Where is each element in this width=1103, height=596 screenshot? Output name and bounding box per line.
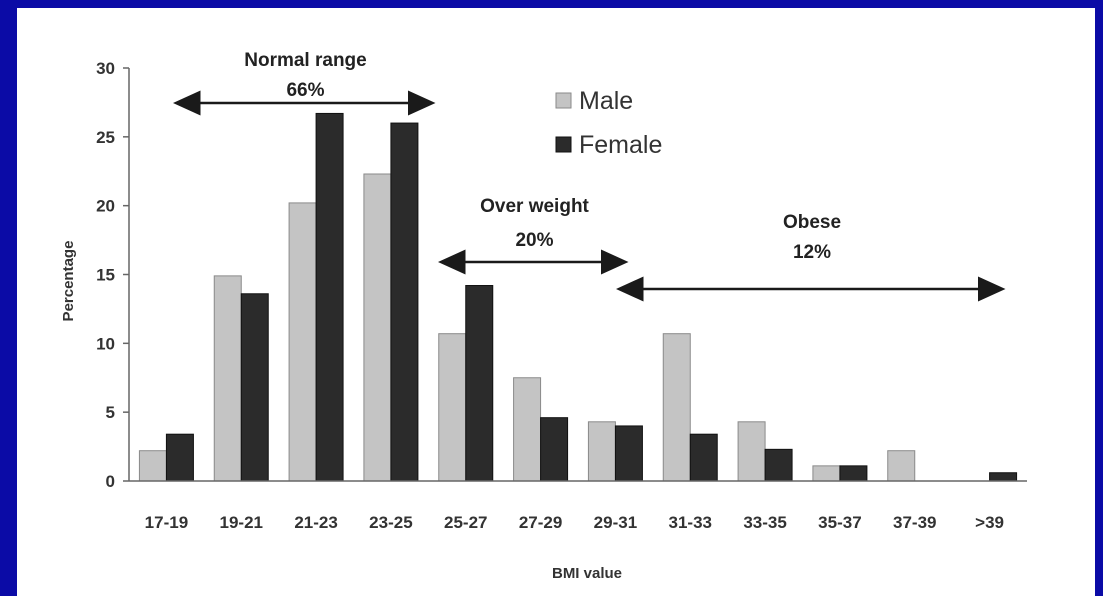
female-bar-25-27 [465, 285, 494, 482]
male-bar-23-25 [363, 173, 392, 482]
male-bar-33-35 [737, 421, 766, 482]
x-tick-label: 29-31 [594, 513, 637, 532]
x-axis-title: BMI value [552, 565, 622, 582]
x-tick-label: 17-19 [145, 513, 188, 532]
x-tick-label: 31-33 [669, 513, 712, 532]
female-bar-29-31 [614, 425, 643, 482]
male-bar-27-29 [513, 377, 542, 482]
x-tick-label: 35-37 [818, 513, 861, 532]
y-tick-label: 5 [106, 403, 115, 422]
male-bar-35-37 [812, 465, 841, 482]
annotations: Normal range 66% Over weight 20% Obese 12% [173, 50, 1006, 302]
bars [138, 112, 1018, 482]
x-tick-label: 33-35 [743, 513, 786, 532]
female-legend-swatch [555, 136, 572, 153]
y-tick-label: 0 [106, 472, 115, 491]
male-bar-31-33 [662, 333, 691, 482]
y-tick-label: 25 [96, 128, 115, 147]
y-tick-label: 30 [96, 59, 115, 78]
female-bar-21-23 [315, 112, 344, 482]
male-bar-17-19 [138, 450, 167, 482]
female-bar-19-21 [240, 293, 269, 482]
female-bar-23-25 [390, 122, 419, 482]
bmi-bar-chart: 0 5 10 15 20 25 30 17-19 19-21 21-23 23-25 25-27 27… [60, 50, 1027, 582]
female-bar-17-19 [165, 433, 194, 482]
annotation-label: Obese [783, 212, 841, 233]
x-tick-label: 25-27 [444, 513, 487, 532]
annotation-value: 20% [515, 230, 553, 251]
female-bar-35-37 [839, 465, 868, 482]
female-bar-27-29 [540, 417, 569, 482]
male-bar-21-23 [288, 202, 317, 482]
y-tick-label: 10 [96, 334, 115, 353]
male-bar-19-21 [213, 275, 242, 482]
x-tick-label: >39 [975, 513, 1004, 532]
y-tick-label: 15 [96, 266, 115, 285]
male-bar-37-39 [887, 450, 916, 482]
x-tick-label: 19-21 [220, 513, 263, 532]
slide-panel: 0 5 10 15 20 25 30 17-19 19-21 21-23 23-25 25-27 27… [17, 8, 1095, 596]
female-bar-33-35 [764, 448, 793, 482]
axes [128, 68, 1027, 482]
y-axis-ticks: 0 5 10 15 20 25 30 [96, 59, 129, 491]
male-bar-25-27 [438, 333, 467, 482]
female-legend-label: Female [579, 131, 662, 159]
y-tick-label: 20 [96, 197, 115, 216]
annotation-value: 12% [793, 242, 831, 263]
x-tick-label: 23-25 [369, 513, 412, 532]
annotation-label: Normal range [244, 50, 366, 71]
female-bar->39 [989, 472, 1018, 482]
female-bar-31-33 [689, 433, 718, 482]
y-axis-title: Percentage [60, 241, 77, 322]
annotation-label: Over weight [480, 196, 589, 217]
x-tick-label: 37-39 [893, 513, 936, 532]
legend: Male Female [555, 87, 662, 159]
x-axis-ticks: 17-19 19-21 21-23 23-25 25-27 27-29 29-31 31-33… [145, 513, 1004, 532]
male-legend-swatch [555, 92, 572, 109]
x-tick-label: 27-29 [519, 513, 562, 532]
x-tick-label: 21-23 [294, 513, 337, 532]
annotation-value: 66% [286, 80, 324, 101]
male-bar-29-31 [587, 421, 616, 482]
male-legend-label: Male [579, 87, 633, 115]
